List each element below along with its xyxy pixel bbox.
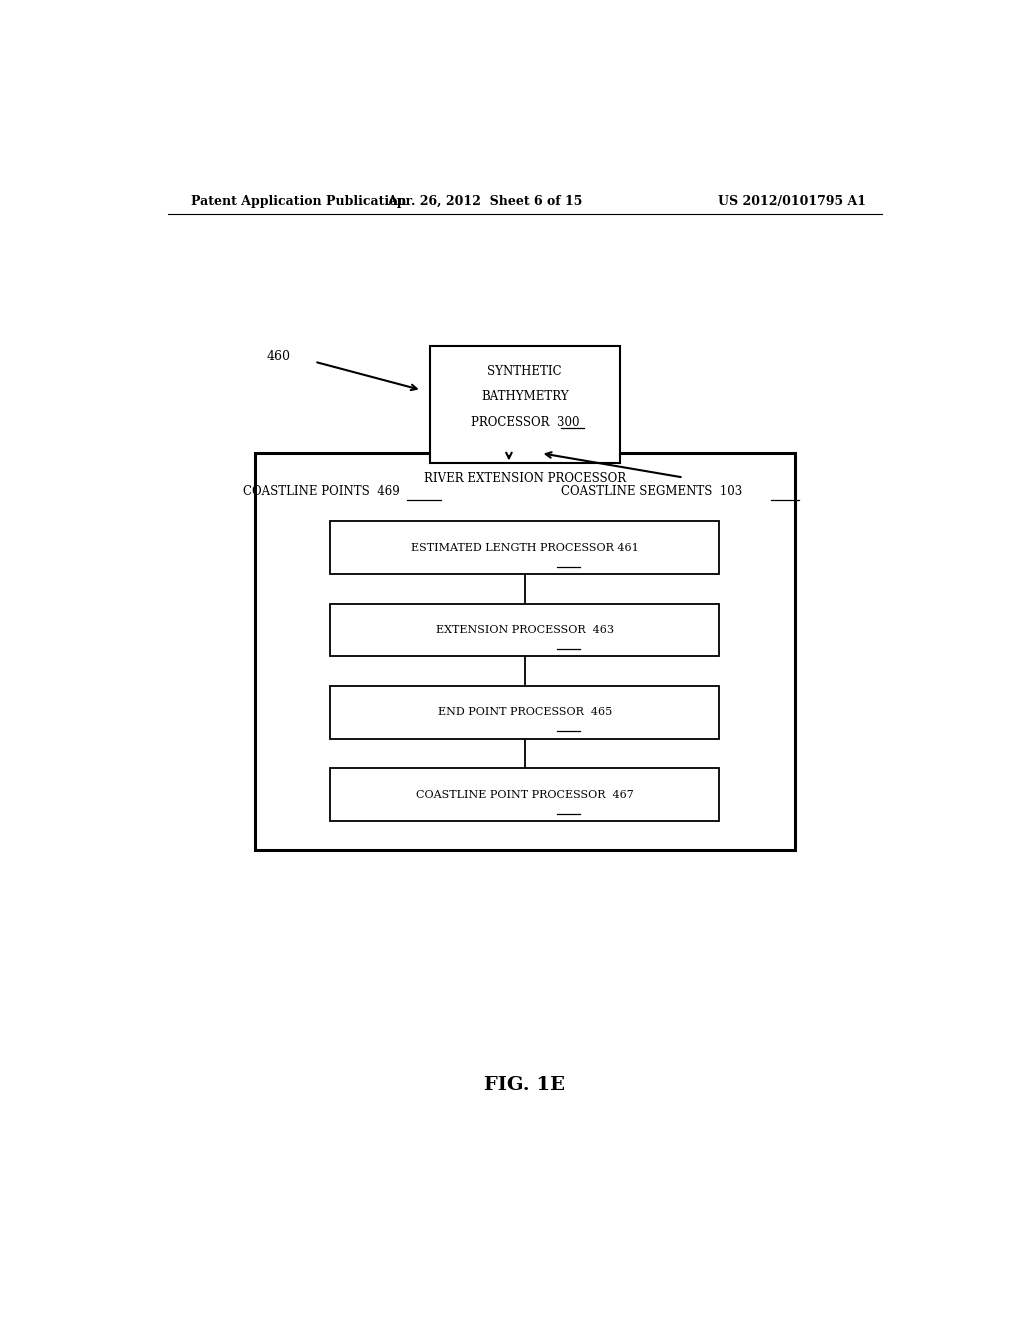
Text: ESTIMATED LENGTH PROCESSOR 461: ESTIMATED LENGTH PROCESSOR 461 (411, 543, 639, 553)
Text: FIG. 1E: FIG. 1E (484, 1076, 565, 1094)
Bar (331, 768, 719, 821)
Bar (331, 603, 719, 656)
Text: BATHYMETRY: BATHYMETRY (481, 391, 568, 403)
Text: COASTLINE SEGMENTS  103: COASTLINE SEGMENTS 103 (560, 486, 741, 498)
Text: END POINT PROCESSOR  465: END POINT PROCESSOR 465 (437, 708, 612, 717)
Text: 460: 460 (267, 350, 291, 363)
Text: COASTLINE POINT PROCESSOR  467: COASTLINE POINT PROCESSOR 467 (416, 789, 634, 800)
Bar (430, 346, 621, 463)
Bar (255, 453, 795, 850)
Text: SYNTHETIC: SYNTHETIC (487, 364, 562, 378)
Text: RIVER EXTENSION PROCESSOR: RIVER EXTENSION PROCESSOR (424, 473, 626, 484)
Bar (331, 686, 719, 739)
Text: US 2012/0101795 A1: US 2012/0101795 A1 (718, 194, 866, 207)
Text: Apr. 26, 2012  Sheet 6 of 15: Apr. 26, 2012 Sheet 6 of 15 (387, 194, 583, 207)
Text: PROCESSOR  300: PROCESSOR 300 (471, 416, 579, 429)
Bar (331, 521, 719, 574)
Text: EXTENSION PROCESSOR  463: EXTENSION PROCESSOR 463 (436, 624, 613, 635)
Text: COASTLINE POINTS  469: COASTLINE POINTS 469 (243, 486, 399, 498)
Text: Patent Application Publication: Patent Application Publication (191, 194, 407, 207)
